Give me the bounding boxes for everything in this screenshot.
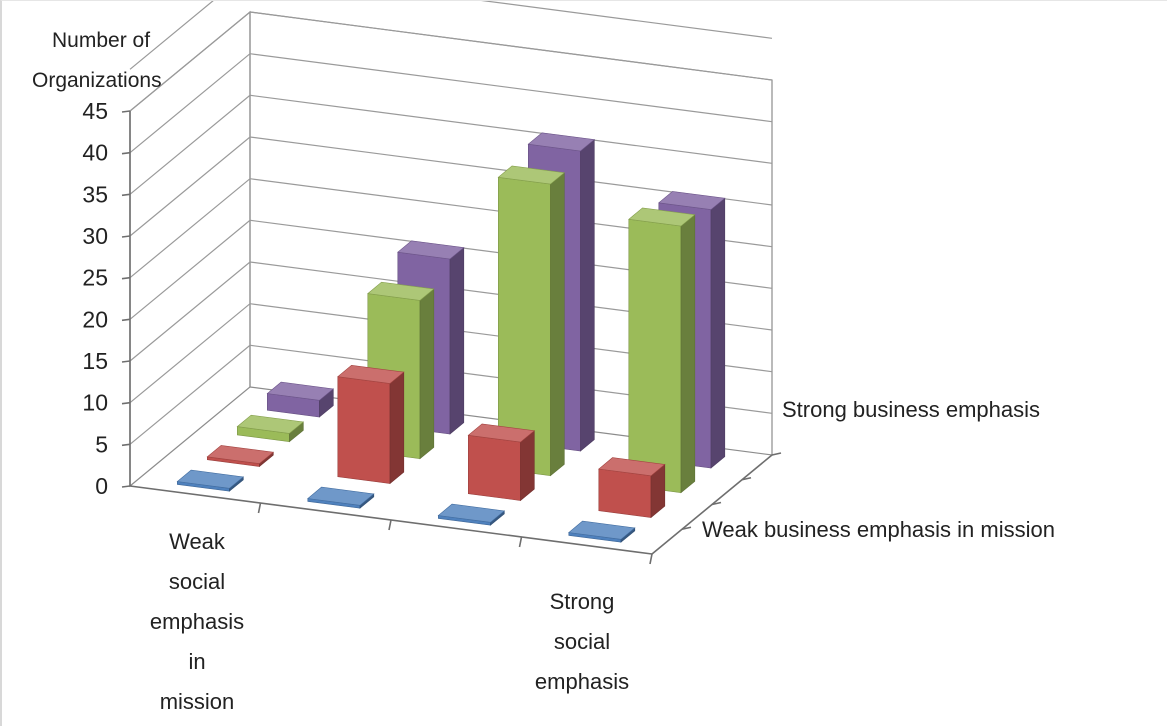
bar-top-face <box>266 381 335 401</box>
bar <box>176 469 245 492</box>
bar-top-face <box>658 191 726 210</box>
bar-side-face <box>680 214 696 494</box>
bar-top-face <box>628 207 696 227</box>
chart-bars <box>176 132 726 543</box>
y-axis-label-line-1: Number of <box>52 29 150 52</box>
depth-tick-mark <box>771 452 782 456</box>
bar <box>437 503 506 526</box>
y-tick-mark <box>121 443 131 447</box>
gridline <box>129 136 773 237</box>
chart-walls <box>121 1 782 565</box>
gridline <box>129 219 773 320</box>
bar <box>236 414 305 443</box>
gridline <box>129 303 773 404</box>
chart-labels: Number of Organizations Strong business … <box>32 29 1055 714</box>
category-label: in <box>188 649 205 674</box>
gridline <box>129 53 773 154</box>
bar-top-face <box>176 469 245 489</box>
y-tick-mark <box>121 360 131 363</box>
x-tick-mark <box>518 536 523 548</box>
category-label: Weak <box>169 529 226 554</box>
bar <box>598 457 666 519</box>
bar-top-face <box>337 364 405 384</box>
bar-side-face <box>419 288 435 460</box>
bar <box>307 486 375 509</box>
y-tick-mark <box>121 485 131 488</box>
bar-top-face <box>236 414 305 434</box>
bar-side-face <box>580 138 595 452</box>
bar-side-face <box>389 371 405 485</box>
y-tick-mark <box>121 401 131 405</box>
category-label: mission <box>160 689 235 714</box>
bar-top-face <box>497 165 566 185</box>
category-label: Strong <box>550 589 615 614</box>
bar-front-face <box>337 376 391 484</box>
y-tick-label: 25 <box>82 265 108 291</box>
y-tick-label: 35 <box>82 181 108 207</box>
y-tick-mark <box>121 276 131 280</box>
bar <box>467 423 536 502</box>
bar-top-face <box>568 520 636 540</box>
category-label: emphasis <box>150 609 244 634</box>
gridline <box>129 178 773 279</box>
y-tick-mark <box>121 193 131 197</box>
y-tick-mark <box>121 235 131 238</box>
x-tick-mark <box>388 519 392 531</box>
depth-tick-mark <box>681 526 692 531</box>
y-tick-mark <box>121 318 131 322</box>
bar-top-face <box>367 281 435 301</box>
bar-side-face <box>550 172 565 477</box>
series-label-weak-business: Weak business emphasis in mission <box>702 517 1055 542</box>
y-tick-label: 15 <box>82 348 108 374</box>
bar-front-face <box>467 434 521 501</box>
series-label-strong-business: Strong business emphasis <box>782 397 1040 422</box>
y-tick-mark <box>121 151 131 155</box>
bar <box>266 381 335 418</box>
bar-top-face <box>467 423 536 443</box>
bar <box>568 520 636 543</box>
gridline <box>129 344 773 445</box>
depth-tick-mark <box>711 501 722 506</box>
bar-front-face <box>628 218 682 494</box>
gridline <box>129 94 773 195</box>
depth-tick-mark <box>741 476 752 481</box>
y-tick-label: 0 <box>95 473 108 499</box>
bar-top-face <box>307 486 375 506</box>
bar-side-face <box>449 246 465 435</box>
bar-side-face <box>710 197 726 469</box>
y-tick-label: 5 <box>95 431 108 457</box>
category-label: social <box>169 569 225 594</box>
y-tick-label: 45 <box>82 98 108 124</box>
x-tick-mark <box>257 502 262 514</box>
y-tick-label: 20 <box>82 306 108 332</box>
y-tick-label: 40 <box>82 140 108 166</box>
gridline <box>129 261 773 362</box>
bar-top-face <box>598 457 666 477</box>
gridline <box>129 11 773 112</box>
bar-top-face <box>527 132 596 152</box>
y-tick-mark <box>121 110 131 113</box>
bar <box>206 445 275 468</box>
bar-front-face <box>598 468 652 518</box>
y-tick-label: 30 <box>82 223 108 249</box>
bar-top-face <box>206 445 275 464</box>
gridline <box>129 1 773 70</box>
category-label: social <box>554 629 610 654</box>
y-axis-label-line-2: Organizations <box>32 69 162 92</box>
category-label: emphasis <box>535 669 629 694</box>
bar <box>628 207 696 494</box>
y-tick-label: 10 <box>82 390 108 416</box>
bar-top-face <box>437 503 506 523</box>
x-tick-mark <box>649 553 653 565</box>
bar <box>337 364 405 485</box>
bar-top-face <box>397 240 465 260</box>
bar-side-face <box>520 430 535 502</box>
bar <box>497 165 566 477</box>
